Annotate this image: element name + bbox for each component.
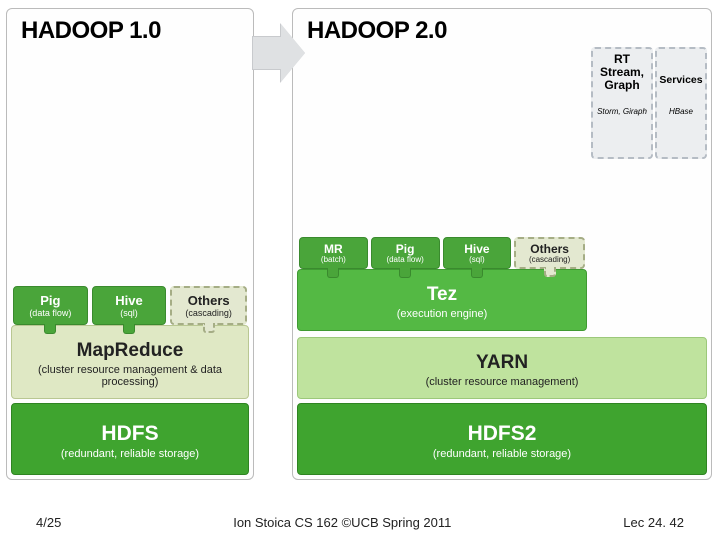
h2-engine-mr: MR(batch) <box>299 237 368 269</box>
hadoop2-title: HADOOP 2.0 <box>293 9 711 49</box>
connector <box>203 323 215 333</box>
connector <box>544 267 556 277</box>
engine-title: Hive <box>97 294 162 308</box>
yarn-title: YARN <box>304 352 700 374</box>
engine-sub: (cascading) <box>176 309 241 319</box>
engine-sub: (cascading) <box>518 256 581 265</box>
services-title: Services <box>659 75 703 87</box>
yarn-sub: (cluster resource management) <box>304 376 700 388</box>
h1-engine-hive: Hive(sql) <box>92 286 167 325</box>
tez-block: Tez (execution engine) <box>297 269 587 331</box>
hdfs1-title: HDFS <box>18 422 242 446</box>
h2-engine-hive: Hive(sql) <box>443 237 512 269</box>
footer-center: Ion Stoica CS 162 ©UCB Spring 2011 <box>233 515 451 530</box>
engine-title: Pig <box>18 294 83 308</box>
connector <box>123 324 135 334</box>
connector <box>327 268 339 278</box>
hadoop1-title: HADOOP 1.0 <box>7 9 253 49</box>
footer-left: 4/25 <box>36 515 61 530</box>
engine-title: Others <box>518 243 581 256</box>
engine-sub: (batch) <box>302 256 365 265</box>
tez-sub: (execution engine) <box>304 308 580 320</box>
engine-title: Hive <box>446 243 509 256</box>
engine-title: Others <box>176 294 241 308</box>
hadoop1-panel: HADOOP 1.0 Pig(data flow)Hive(sql)Others… <box>6 8 254 480</box>
connector <box>44 324 56 334</box>
rt-stream-graph-block: RT Stream, Graph Storm, Giraph <box>591 47 653 159</box>
hadoop2-engines-row: MR(batch)Pig(data flow)Hive(sql)Others(c… <box>297 237 587 269</box>
services-sub: HBase <box>659 107 703 116</box>
hdfs1-block: HDFS (redundant, reliable storage) <box>11 403 249 475</box>
mapreduce-sub: (cluster resource management & data proc… <box>18 364 242 388</box>
connector <box>471 268 483 278</box>
services-block: Services HBase <box>655 47 707 159</box>
h2-engine-others: Others(cascading) <box>514 237 585 269</box>
h2-engine-pig: Pig(data flow) <box>371 237 440 269</box>
arrow-icon <box>252 24 306 82</box>
connector <box>399 268 411 278</box>
mapreduce-block: MapReduce (cluster resource management &… <box>11 325 249 399</box>
hadoop1-engines-row: Pig(data flow)Hive(sql)Others(cascading) <box>11 286 249 325</box>
engine-title: MR <box>302 243 365 256</box>
hadoop2-stack: RT Stream, Graph Storm, Giraph Services … <box>293 49 711 479</box>
engine-sub: (data flow) <box>18 309 83 319</box>
engine-sub: (sql) <box>97 309 162 319</box>
yarn-block: YARN (cluster resource management) <box>297 337 707 399</box>
engine-sub: (data flow) <box>374 256 437 265</box>
rt-title: RT Stream, Graph <box>595 53 649 93</box>
hadoop2-panel: HADOOP 2.0 RT Stream, Graph Storm, Girap… <box>292 8 712 480</box>
mapreduce-title: MapReduce <box>18 340 242 362</box>
h1-engine-pig: Pig(data flow) <box>13 286 88 325</box>
engine-sub: (sql) <box>446 256 509 265</box>
hdfs2-block: HDFS2 (redundant, reliable storage) <box>297 403 707 475</box>
engine-title: Pig <box>374 243 437 256</box>
diagram: HADOOP 1.0 Pig(data flow)Hive(sql)Others… <box>0 0 720 480</box>
footer-right: Lec 24. 42 <box>623 515 684 530</box>
hdfs2-sub: (redundant, reliable storage) <box>304 448 700 460</box>
h1-engine-others: Others(cascading) <box>170 286 247 325</box>
tez-title: Tez <box>304 284 580 306</box>
hdfs1-sub: (redundant, reliable storage) <box>18 448 242 460</box>
rt-sub: Storm, Giraph <box>595 107 649 117</box>
hdfs2-title: HDFS2 <box>304 422 700 446</box>
hadoop1-stack: Pig(data flow)Hive(sql)Others(cascading)… <box>7 49 253 479</box>
slide-footer: 4/25 Ion Stoica CS 162 ©UCB Spring 2011 … <box>0 515 720 530</box>
